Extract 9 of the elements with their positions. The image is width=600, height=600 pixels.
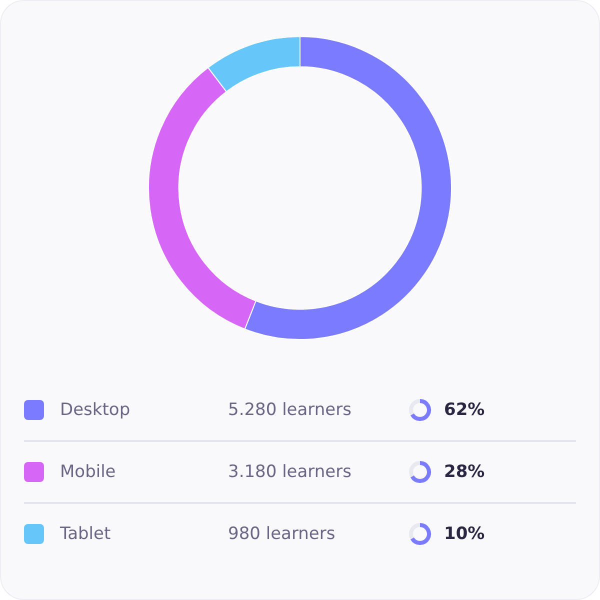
text: 10%: [444, 524, 485, 544]
data-label: 980 learners: [228, 524, 336, 544]
text: 62%: [444, 400, 485, 420]
data-label: 3.180 learners: [228, 462, 352, 482]
data-label: 5.280 learners: [228, 400, 352, 420]
legend-label: Mobile: [60, 462, 117, 482]
legend-label: Tablet: [60, 524, 112, 544]
text: 28%: [444, 462, 485, 482]
legend-label: Desktop: [60, 400, 132, 420]
